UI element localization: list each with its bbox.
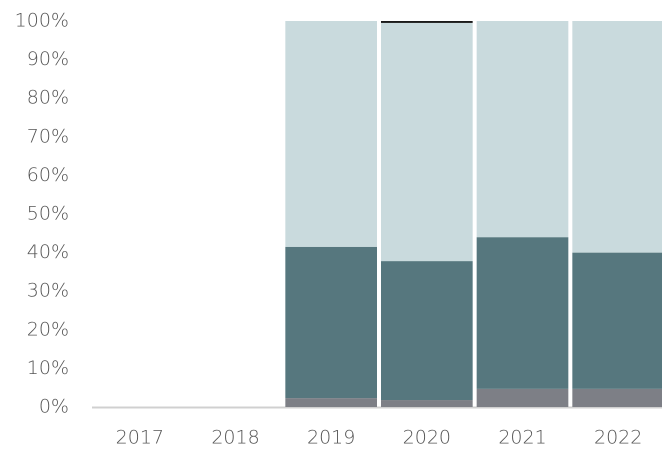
x-tick-label: 2022	[594, 427, 642, 449]
bar-segment	[476, 237, 569, 389]
x-tick-label: 2020	[403, 427, 451, 449]
y-tick-label: 30%	[27, 280, 69, 302]
x-tick-label: 2018	[211, 427, 259, 449]
bar-segment	[476, 388, 569, 407]
x-tick-label: 2019	[307, 427, 355, 449]
x-tick-label: 2017	[116, 427, 164, 449]
y-tick-label: 50%	[27, 203, 69, 225]
y-tick-label: 20%	[27, 318, 69, 340]
x-tick-label: 2021	[498, 427, 546, 449]
y-tick-label: 80%	[27, 87, 69, 109]
bar-segment	[381, 400, 473, 407]
bar-segment	[572, 21, 662, 253]
y-tick-label: 60%	[27, 164, 69, 186]
y-tick-label: 40%	[27, 241, 69, 263]
y-tick-label: 70%	[27, 125, 69, 147]
y-tick-label: 100%	[15, 10, 69, 32]
bar-segment	[381, 22, 473, 262]
bar-segment	[572, 252, 662, 389]
bar-segment	[381, 21, 473, 23]
bar-segment	[285, 21, 377, 247]
y-tick-label: 90%	[27, 48, 69, 70]
bar-segment	[285, 398, 377, 407]
bar-segment	[572, 388, 662, 407]
y-tick-label: 0%	[39, 396, 69, 418]
bar-segment	[285, 246, 377, 399]
y-tick-label: 10%	[27, 357, 69, 379]
bar-segment	[381, 261, 473, 401]
bar-segment	[476, 21, 569, 238]
